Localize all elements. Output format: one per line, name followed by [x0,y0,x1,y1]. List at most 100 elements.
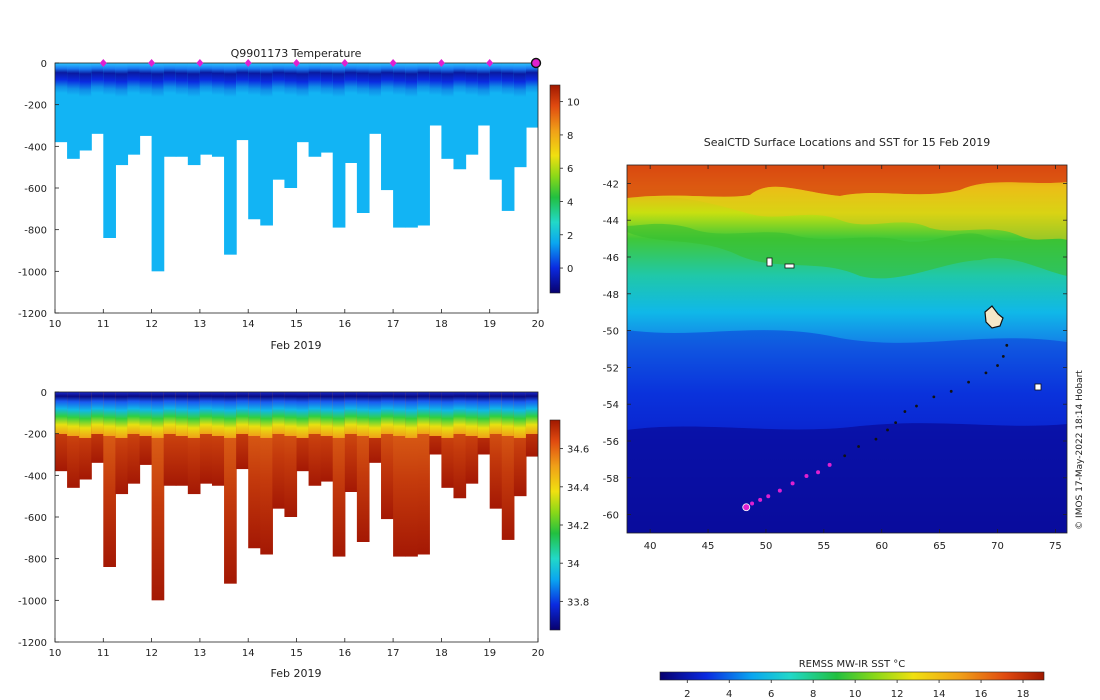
temperature-y-ticks: 0 -200 -400 -600 -800 -1000 -1200 [18,59,59,320]
land-crozet [766,257,795,269]
profile-column [405,63,418,228]
profile-upper-layer [211,63,225,95]
profile-column [224,392,237,584]
track-point [932,395,936,399]
x-tick-label: 16 [338,319,351,330]
cold-water-deep [627,423,1067,533]
profile-upper-layer [417,392,430,434]
colorbar-tick-label: 8 [567,131,573,142]
profile-upper-layer [139,63,153,95]
x-tick-label: 12 [145,648,158,659]
map-x-tick-label: 65 [933,541,946,552]
profile-upper-layer [417,63,430,93]
land-kerguelen [984,305,1004,329]
temperature-x-ticks: 10 11 12 13 14 15 16 17 18 19 20 [49,309,544,330]
x-tick-label: 11 [97,648,110,659]
map-y-tick-label: -46 [603,253,619,264]
track-point [766,494,771,499]
salinity-y-ticks: 0 -200 -400 -600 -800 -1000 -1200 [18,388,59,649]
surface-markers [99,57,542,69]
y-tick-label: -400 [24,471,47,482]
profile-upper-layer [127,63,141,93]
y-tick-label: 0 [41,388,47,399]
x-tick-label: 11 [97,319,110,330]
profile-upper-layer [368,63,382,97]
profile-upper-layer [525,63,538,93]
profile-upper-layer [163,63,177,93]
profile-upper-layer [151,392,165,438]
profile-upper-layer [368,392,382,438]
colorbar-tick-label: 34.6 [567,445,589,456]
map-title: SealCTD Surface Locations and SST for 15… [704,136,991,149]
profile-upper-layer [501,392,515,436]
profile-upper-layer [344,392,358,434]
footer-credit: © IMOS 17-May-2022 18:14 Hobart [1075,370,1085,530]
sst-colorbar-tick-label: 18 [1017,689,1030,700]
colorbar-tick-label: 4 [567,197,573,208]
profile-upper-layer [55,392,68,434]
sst-map-panel: SealCTD Surface Locations and SST for 15… [603,136,1085,700]
x-tick-label: 14 [242,648,255,659]
profile-upper-layer [103,63,116,95]
profile-upper-layer [260,63,273,97]
profile-upper-layer [296,63,310,97]
map-y-tick-label: -42 [603,179,619,190]
surface-marker [196,59,204,67]
y-tick-label: 0 [41,59,47,70]
profile-upper-layer [356,392,370,436]
profile-upper-layer [296,392,310,438]
sst-colorbar-tick-label: 12 [891,689,904,700]
sst-colorbar-tick-label: 4 [726,689,732,700]
track-point [903,410,907,413]
x-tick-label: 13 [194,648,207,659]
profile-upper-layer [67,392,80,436]
surface-marker [486,59,494,67]
profile-upper-layer [453,392,467,434]
profile-upper-layer [332,392,346,438]
profile-upper-layer [344,63,358,93]
salinity-x-ticks: 10 11 12 13 14 15 16 17 18 19 20 [49,638,544,659]
profile-upper-layer [525,392,538,434]
profile-upper-layer [199,63,213,93]
salinity-colorbar-ticks: 34.6 34.4 34.2 34 33.8 [560,445,589,608]
temperature-xlabel: Feb 2019 [271,339,322,352]
profile-upper-layer [151,63,165,97]
profile-upper-layer [260,392,273,438]
profile-upper-layer [308,392,322,434]
profile-upper-layer [501,63,515,95]
surface-marker [99,59,107,67]
profile-upper-layer [381,63,394,93]
surface-marker-latest [530,57,542,69]
profile-upper-layer [477,392,491,438]
profile-upper-layer [91,63,104,93]
track-point [843,454,847,458]
sst-colorbar-label: REMSS MW-IR SST °C [799,659,906,670]
profile-upper-layer [308,63,322,93]
colorbar-tick-label: 34 [567,559,580,570]
track-point [750,501,755,506]
profile-upper-layer [465,63,479,95]
map-y-tick-label: -56 [603,437,619,448]
salinity-xlabel: Feb 2019 [271,667,322,680]
track-point [777,488,782,493]
map-y-tick-label: -44 [603,216,619,227]
sst-colorbar-tick-label: 10 [849,689,862,700]
y-tick-label: -800 [24,226,47,237]
track-point [984,371,988,375]
profile-column [260,63,273,226]
x-tick-label: 13 [194,319,207,330]
y-tick-label: -1000 [18,267,47,278]
map-y-tick-label: -48 [603,290,619,301]
profile-upper-layer [115,392,129,438]
y-tick-label: -600 [24,184,47,195]
colorbar-tick-label: 0 [567,264,573,275]
profile-upper-layer [465,392,479,436]
profile-upper-layer [79,63,92,97]
x-tick-label: 19 [483,319,496,330]
profile-upper-layer [115,63,129,97]
profile-column [151,63,165,272]
profile-upper-layer [489,63,503,93]
profile-upper-layer [513,63,527,97]
temperature-title: Q9901173 Temperature [231,47,362,60]
